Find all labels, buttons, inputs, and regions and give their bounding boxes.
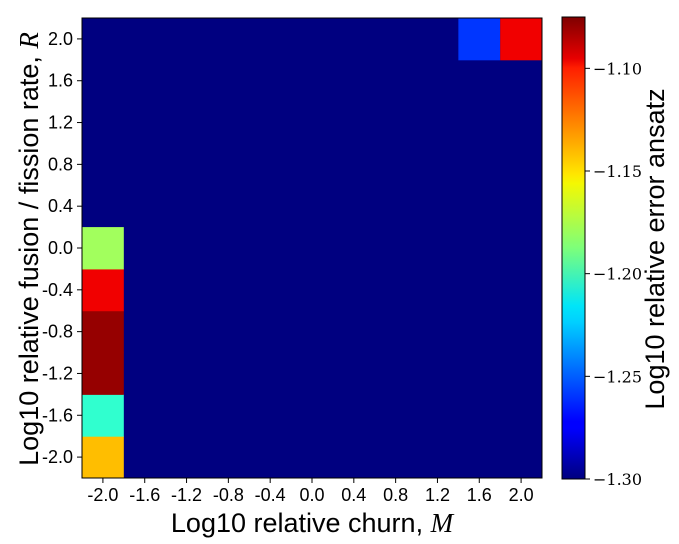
y-axis-ticks: -2.0 -1.6 -1.2 -0.8 -0.4 0.0 0.4 0.8 1.2 1.6 2.0 (42, 29, 82, 467)
x-tick-label: 1.6 (467, 485, 492, 505)
heatmap-cell (82, 436, 124, 479)
x-tick-label: -0.4 (255, 485, 286, 505)
y-tick-label: 1.6 (48, 71, 73, 91)
heatmap-background (82, 18, 542, 478)
x-tick-label: 0.4 (341, 485, 366, 505)
heatmap-cell (458, 18, 501, 61)
heatmap-cell (82, 352, 124, 395)
x-tick-label: -0.8 (213, 485, 244, 505)
colorbar-tick-label: −1.20 (593, 265, 642, 284)
colorbar-label: Log10 relative error ansatz (640, 88, 670, 409)
x-tick-label: 0.0 (299, 485, 324, 505)
x-axis-label: Log10 relative churn, M (171, 508, 455, 538)
colorbar-tick-label: −1.10 (593, 59, 642, 78)
heatmap-cell (82, 394, 124, 437)
x-axis-label-text: Log10 relative churn, (171, 508, 431, 538)
x-tick-label: 0.8 (383, 485, 408, 505)
y-axis-label: Log10 relative fusion / fission rate, R (14, 32, 44, 466)
x-tick-label: 1.2 (425, 485, 450, 505)
x-tick-label: -1.2 (171, 485, 202, 505)
y-tick-label: -0.4 (42, 280, 73, 300)
y-tick-label: 1.2 (48, 113, 73, 133)
heatmap-area (81, 17, 543, 479)
y-tick-label: 0.4 (48, 196, 73, 216)
x-tick-label: -2.0 (87, 485, 118, 505)
y-tick-label: -1.2 (42, 363, 73, 383)
x-tick-label: -1.6 (129, 485, 160, 505)
heatmap-cell (82, 227, 124, 270)
y-tick-label: -1.6 (42, 405, 73, 425)
y-axis-label-text: Log10 relative fusion / fission rate, (14, 49, 44, 466)
heatmap-cell (500, 18, 542, 61)
y-tick-label: -2.0 (42, 447, 73, 467)
y-tick-label: 0.8 (48, 154, 73, 174)
colorbar-tick-label: −1.25 (593, 367, 642, 386)
colorbar-tick-label: −1.30 (593, 470, 642, 489)
x-axis-ticks: -2.0 -1.6 -1.2 -0.8 -0.4 0.0 0.4 0.8 1.2 1.6 2.0 (87, 478, 534, 505)
colorbar (561, 16, 586, 480)
y-tick-label: 2.0 (48, 29, 73, 49)
y-axis-label-symbol: R (14, 32, 44, 50)
y-tick-label: 0.0 (48, 238, 73, 258)
x-axis-label-symbol: M (430, 508, 455, 538)
heatmap-cell (82, 310, 124, 354)
colorbar-tick-label: −1.15 (593, 162, 642, 181)
y-tick-label: -0.8 (42, 322, 73, 342)
heatmap-cell (82, 268, 124, 312)
colorbar-ticks: −1.30 −1.25 −1.20 −1.15 −1.10 (585, 59, 642, 489)
x-tick-label: 2.0 (509, 485, 534, 505)
